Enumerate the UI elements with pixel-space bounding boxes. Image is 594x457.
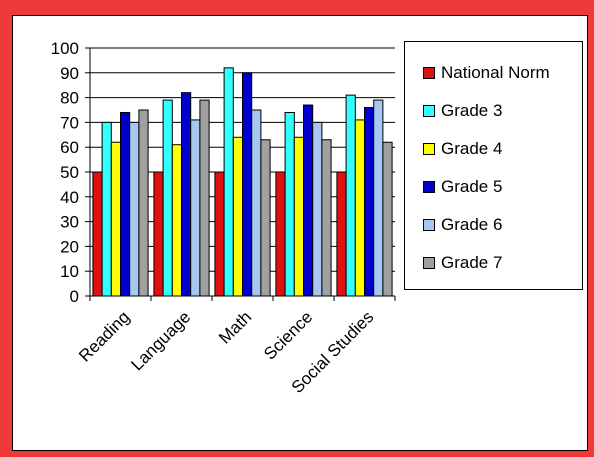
bar [293,136,304,297]
bar [153,171,164,297]
legend-swatch [423,105,435,117]
bar [162,99,173,297]
bar [373,99,384,297]
bar [260,139,271,297]
bar [101,121,112,297]
legend-swatch [423,143,435,155]
bar [364,107,375,297]
bar [354,119,365,297]
y-tick-label: 30 [60,213,79,232]
legend-label: Grade 3 [441,101,503,120]
bar [214,171,225,297]
y-tick-labels: 0 10 20 30 40 50 60 70 80 90 100 [51,39,79,306]
x-tick-label: Science [260,307,316,363]
y-tick-label: 60 [60,138,79,157]
y-tick-label: 90 [60,64,79,83]
y-tick-label: 80 [60,89,79,108]
y-tick-label: 0 [70,287,79,306]
legend: National Norm Grade 3 Grade 4 Grade 5 Gr… [404,41,583,290]
legend-item-grade-4: Grade 4 [423,137,502,161]
bar [138,109,149,297]
x-tick-label: Language [127,307,194,374]
bar [275,171,286,297]
legend-label: Grade 4 [441,139,503,158]
y-tick-label: 100 [51,39,79,58]
bar [110,141,122,297]
y-tick-label: 20 [60,237,79,256]
y-tick-label: 40 [60,188,79,207]
bar [242,72,253,297]
legend-item-grade-6: Grade 6 [423,213,502,237]
bar [345,94,356,297]
bar [312,121,323,297]
legend-swatch [423,181,435,193]
legend-label: Grade 7 [441,253,503,272]
y-tick-label: 70 [60,113,79,132]
legend-label: Grade 6 [441,215,503,234]
bar [321,139,332,297]
legend-swatch [423,67,435,79]
bar [232,136,244,297]
bar [284,111,295,297]
bar [190,119,201,297]
legend-item-grade-7: Grade 7 [423,251,502,275]
bar [199,99,210,297]
y-tick-label: 10 [60,262,79,281]
bar [120,111,131,297]
legend-label: National Norm [441,63,550,82]
x-tick-label: Math [215,307,255,347]
bar [171,144,183,297]
legend-item-national-norm: National Norm [423,61,550,85]
bar [92,171,103,297]
bar [303,104,314,297]
axes [85,47,396,301]
bars [92,67,393,297]
bar [336,171,347,297]
legend-swatch [423,257,435,269]
legend-label: Grade 5 [441,177,503,196]
y-tick-label: 50 [60,163,79,182]
bar [251,109,262,297]
bar [181,92,192,297]
x-tick-label: Reading [75,307,133,365]
legend-item-grade-3: Grade 3 [423,99,502,123]
bar [382,141,393,297]
legend-swatch [423,219,435,231]
bar [129,121,140,297]
bar [223,67,234,297]
legend-item-grade-5: Grade 5 [423,175,502,199]
